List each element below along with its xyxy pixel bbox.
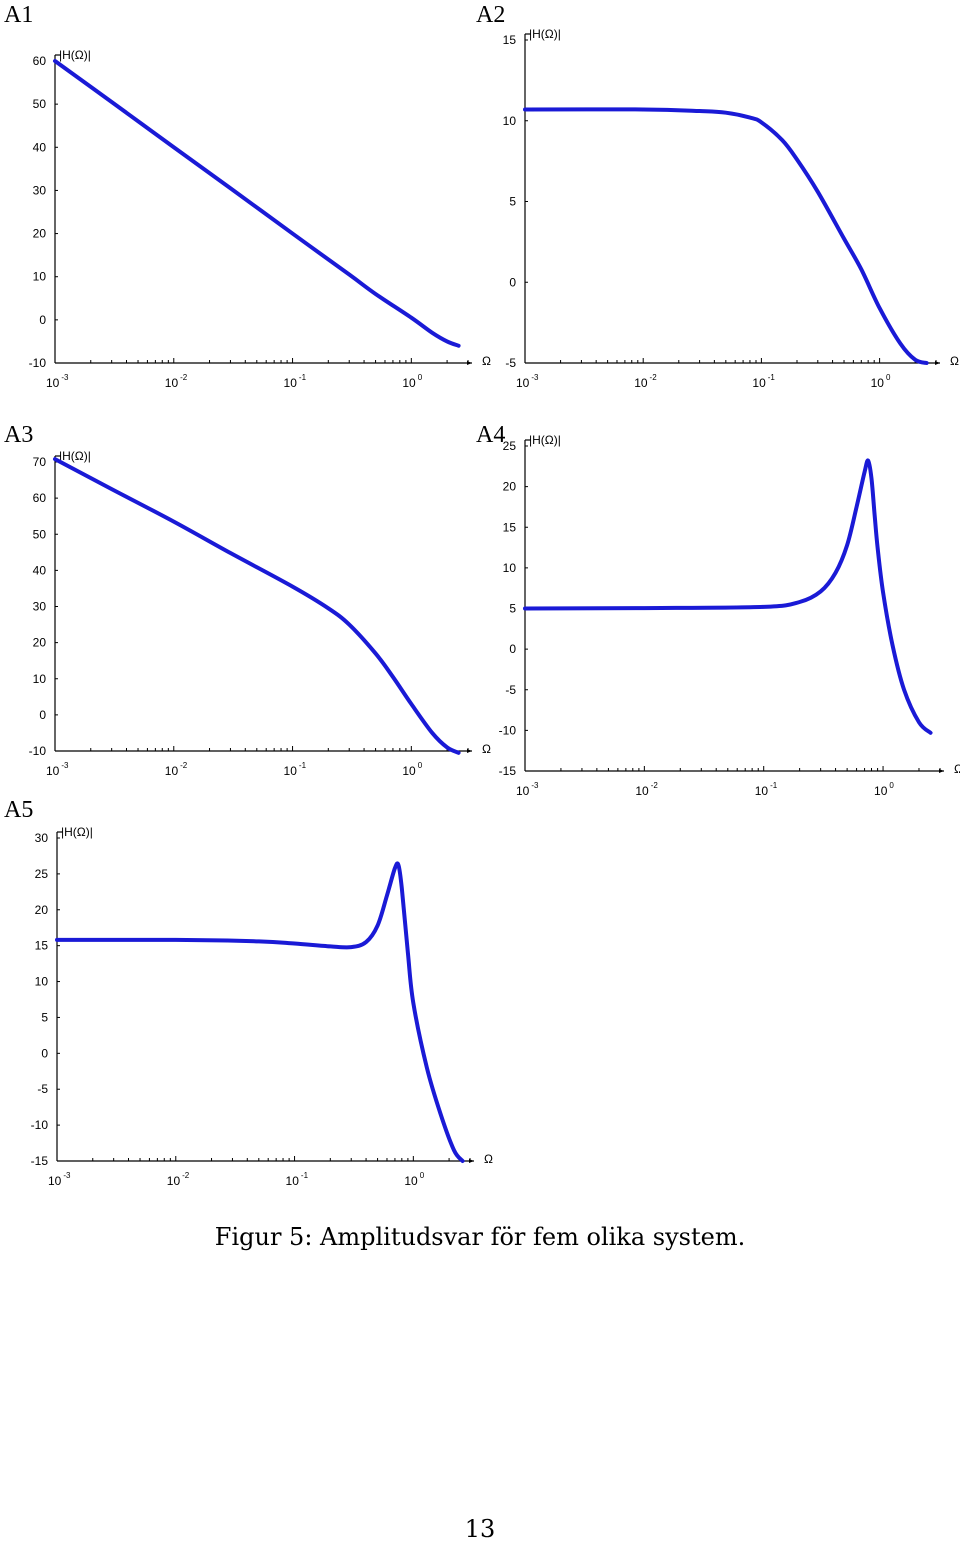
a3-amplitude-curve [53, 457, 461, 755]
a4-y-axis-label: |H(Ω)| [529, 433, 561, 447]
a2-y-axis-label: |H(Ω)| [529, 27, 561, 41]
a2-x-tick-label: 10 -1 [752, 373, 775, 390]
a4-y-tick-label: 5 [509, 602, 516, 616]
panel-label-a4: A4 [476, 422, 506, 448]
a5-y-tick-label: -5 [37, 1082, 48, 1096]
a4-amplitude-curve [523, 458, 933, 735]
figure-caption: Figur 5: Amplitudsvar för fem olika syst… [214, 1223, 746, 1251]
a3-y-tick-label: 20 [33, 636, 47, 650]
a3-y-axis-label: |H(Ω)| [59, 449, 91, 463]
a3-y-tick-label: -10 [29, 744, 47, 758]
a2-x-tick-label: 10 -3 [516, 373, 539, 390]
a1-amplitude-curve [53, 59, 461, 348]
a4-y-tick-label: 25 [503, 439, 517, 453]
a2-y-tick-label: 10 [503, 114, 517, 128]
a5-x-tick-label: 10 -3 [48, 1171, 71, 1188]
a4-x-tick-label: 10 -1 [755, 781, 778, 798]
a4-y-tick-label: 0 [509, 642, 516, 656]
a3-y-tick-label: 40 [33, 563, 47, 577]
a3-y-tick-label: 10 [33, 672, 47, 686]
a5-y-tick-label: 10 [35, 975, 49, 989]
a3-x-axis-label: Ω [482, 742, 491, 756]
a1-x-tick-label: 10 -1 [284, 373, 307, 390]
panel-label-a2: A2 [476, 2, 506, 28]
a5-y-tick-label: 20 [35, 903, 49, 917]
a2-y-tick-label: -5 [505, 356, 516, 370]
a4-y-tick-label: -10 [499, 723, 517, 737]
a5-amplitude-curve [55, 861, 465, 1163]
a5-y-tick-label: 5 [41, 1010, 48, 1024]
a2-x-tick-label: 10 0 [871, 373, 891, 390]
a1-y-tick-label: 10 [33, 270, 47, 284]
a1-y-tick-label: 40 [33, 140, 47, 154]
a1-y-axis-label: |H(Ω)| [59, 48, 91, 62]
a4-x-tick-label: 10 -3 [516, 781, 539, 798]
a1-x-tick-label: 10 -3 [46, 373, 69, 390]
a5-x-tick-label: 10 0 [404, 1171, 424, 1188]
panel-label-a1: A1 [4, 2, 34, 28]
a4-x-tick-label: 10 -2 [635, 781, 658, 798]
a2-y-tick-label: 0 [509, 275, 516, 289]
a2-x-axis-label: Ω [950, 354, 959, 368]
a2-y-tick-label: 15 [503, 33, 517, 47]
panel-label-a5: A5 [4, 797, 34, 823]
a5-y-tick-label: 0 [41, 1046, 48, 1060]
a3-x-tick-label: 10 -2 [165, 761, 188, 778]
a3-y-tick-label: 70 [33, 455, 47, 469]
a4-y-tick-label: -5 [505, 683, 516, 697]
page-number: 13 [464, 1515, 496, 1543]
a4-x-tick-label: 10 0 [874, 781, 894, 798]
a4-y-tick-label: 10 [503, 561, 517, 575]
a1-x-tick-label: 10 -2 [165, 373, 188, 390]
a5-y-axis-label: |H(Ω)| [61, 825, 93, 839]
a2-amplitude-curve [523, 107, 929, 365]
a5-x-tick-label: 10 -1 [286, 1171, 309, 1188]
a3-x-tick-label: 10 -1 [284, 761, 307, 778]
a4-x-axis-label: Ω [954, 762, 960, 776]
a5-y-tick-label: -10 [31, 1118, 49, 1132]
a4-y-tick-label: 15 [503, 520, 517, 534]
a1-y-tick-label: 0 [39, 313, 46, 327]
a1-y-tick-label: 30 [33, 183, 47, 197]
a5-y-tick-label: 25 [35, 867, 49, 881]
a3-x-tick-label: 10 0 [402, 761, 422, 778]
a1-y-tick-label: 50 [33, 97, 47, 111]
a5-y-tick-label: 30 [35, 831, 49, 845]
a2-x-tick-label: 10 -2 [634, 373, 657, 390]
a1-y-tick-label: 60 [33, 54, 47, 68]
a5-y-tick-label: -15 [31, 1154, 49, 1168]
a5-y-tick-label: 15 [35, 939, 49, 953]
a1-x-axis-label: Ω [482, 354, 491, 368]
a3-y-tick-label: 60 [33, 491, 47, 505]
a3-y-tick-label: 50 [33, 527, 47, 541]
a3-y-tick-label: 30 [33, 600, 47, 614]
a1-y-tick-label: 20 [33, 227, 47, 241]
a5-x-tick-label: 10 -2 [167, 1171, 190, 1188]
a5-x-axis-label: Ω [484, 1152, 493, 1166]
a1-y-tick-label: -10 [29, 356, 47, 370]
a4-y-tick-label: -15 [499, 764, 517, 778]
a3-y-tick-label: 0 [39, 708, 46, 722]
panel-label-a3: A3 [4, 422, 34, 448]
a3-x-tick-label: 10 -3 [46, 761, 69, 778]
a1-x-tick-label: 10 0 [402, 373, 422, 390]
a4-y-tick-label: 20 [503, 480, 517, 494]
a2-y-tick-label: 5 [509, 195, 516, 209]
